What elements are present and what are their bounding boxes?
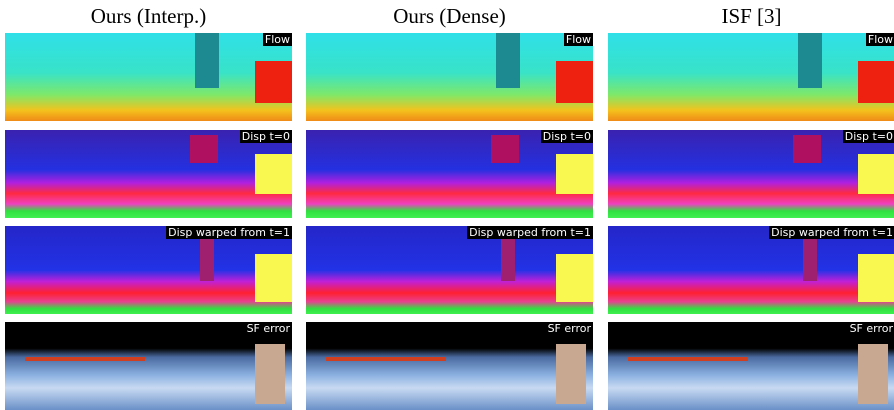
image-region (556, 154, 593, 194)
panel-label: Disp warped from t=1 (769, 226, 894, 239)
panel-label: Disp t=0 (541, 130, 593, 143)
image-region (326, 357, 446, 361)
panel-label: Flow (263, 33, 292, 46)
image-region (556, 61, 593, 103)
panel-label: Disp warped from t=1 (467, 226, 593, 239)
image-region (628, 357, 748, 361)
panel-label: Flow (866, 33, 894, 46)
image-region (255, 344, 285, 404)
image-panel: Disp t=0 (5, 130, 292, 218)
image-panel: Flow (306, 33, 593, 121)
image-region (255, 154, 292, 194)
image-region (858, 254, 894, 302)
image-region (491, 135, 519, 163)
image-panel: SF error (608, 322, 894, 410)
image-region (793, 135, 821, 163)
panel-label: Disp t=0 (240, 130, 292, 143)
image-panel: Disp warped from t=1 (5, 226, 292, 314)
image-panel: SF error (5, 322, 292, 410)
image-panel: Disp warped from t=1 (608, 226, 894, 314)
image-region (195, 33, 219, 88)
image-region (496, 33, 520, 88)
column-title: ISF [3] (608, 4, 894, 29)
panel-label: SF error (546, 322, 593, 335)
image-region (798, 33, 822, 88)
image-region (556, 344, 586, 404)
image-panel: Flow (5, 33, 292, 121)
image-panel: Disp t=0 (306, 130, 593, 218)
image-panel: Disp warped from t=1 (306, 226, 593, 314)
panel-label: Flow (564, 33, 593, 46)
column-title: Ours (Interp.) (5, 4, 292, 29)
panel-label: Disp t=0 (843, 130, 894, 143)
image-region (803, 236, 817, 281)
image-region (501, 236, 515, 281)
image-panel: Flow (608, 33, 894, 121)
image-panel: SF error (306, 322, 593, 410)
image-region (255, 61, 292, 103)
image-region (858, 154, 894, 194)
panel-label: Disp warped from t=1 (166, 226, 292, 239)
image-region (25, 357, 145, 361)
image-region (858, 61, 894, 103)
figure: Ours (Interp.) Flow Disp t=0 Disp warped fr… (0, 0, 894, 404)
image-region (190, 135, 218, 163)
column-title: Ours (Dense) (306, 4, 593, 29)
panel-label: SF error (848, 322, 894, 335)
panel-label: SF error (245, 322, 292, 335)
image-region (200, 236, 214, 281)
image-region (255, 254, 292, 302)
image-region (556, 254, 593, 302)
image-region (858, 344, 888, 404)
image-panel: Disp t=0 (608, 130, 894, 218)
